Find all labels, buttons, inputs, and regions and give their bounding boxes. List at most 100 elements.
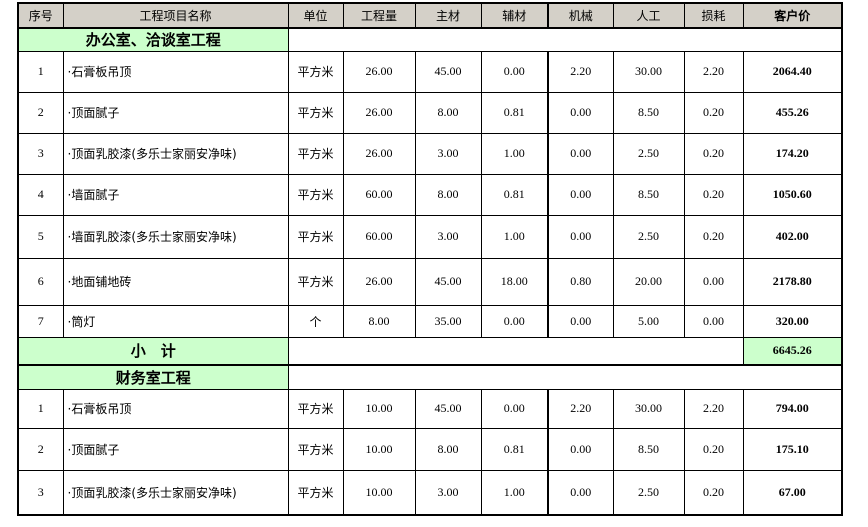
cell-main-material[interactable]: 45.00	[414, 388, 482, 429]
cell-main-material[interactable]: 3.00	[414, 132, 482, 175]
cell-item-name[interactable]: ·顶面腻子	[62, 91, 289, 134]
cell-main-material[interactable]: 3.00	[414, 469, 482, 516]
cell-unit[interactable]: 平方米	[287, 469, 344, 516]
cell-item-name[interactable]: ·墙面乳胶漆(多乐士家丽安净味)	[62, 214, 289, 259]
cell-price[interactable]: 402.00	[742, 214, 843, 259]
cell-seq[interactable]: 2	[17, 427, 64, 471]
cell-aux-material[interactable]: 18.00	[480, 257, 549, 306]
cell-loss[interactable]: 2.20	[683, 388, 744, 429]
cell-machinery[interactable]: 0.80	[547, 257, 614, 306]
cell-aux-material[interactable]: 1.00	[480, 214, 549, 259]
cell-labor[interactable]: 5.00	[612, 304, 685, 338]
cell-price[interactable]: 1050.60	[742, 173, 843, 216]
cell-labor[interactable]: 20.00	[612, 257, 685, 306]
cell-unit[interactable]: 平方米	[287, 427, 344, 471]
cell-aux-material[interactable]: 0.00	[480, 388, 549, 429]
header-machinery[interactable]: 机械	[547, 2, 614, 29]
section-title[interactable]: 财务室工程	[17, 364, 289, 390]
cell-loss[interactable]: 0.20	[683, 469, 744, 516]
header-quantity[interactable]: 工程量	[342, 2, 416, 29]
cell-price[interactable]: 2064.40	[742, 50, 843, 93]
cell-main-material[interactable]: 8.00	[414, 91, 482, 134]
cell-machinery[interactable]: 0.00	[547, 427, 614, 471]
cell-main-material[interactable]: 35.00	[414, 304, 482, 338]
cell-aux-material[interactable]: 0.00	[480, 304, 549, 338]
header-unit[interactable]: 单位	[287, 2, 344, 29]
cell-price[interactable]: 320.00	[742, 304, 843, 338]
cell-labor[interactable]: 30.00	[612, 50, 685, 93]
subtotal-value[interactable]: 6645.26	[742, 336, 843, 366]
cell-aux-material[interactable]: 0.81	[480, 427, 549, 471]
cell-labor[interactable]: 8.50	[612, 427, 685, 471]
header-loss[interactable]: 损耗	[683, 2, 744, 29]
cell-seq[interactable]: 1	[17, 388, 64, 429]
cell-unit[interactable]: 平方米	[287, 214, 344, 259]
cell-main-material[interactable]: 45.00	[414, 257, 482, 306]
cell-quantity[interactable]: 10.00	[342, 388, 416, 429]
cell-loss[interactable]: 0.20	[683, 91, 744, 134]
cell-item-name[interactable]: ·地面铺地砖	[62, 257, 289, 306]
cell-labor[interactable]: 2.50	[612, 132, 685, 175]
cell-seq[interactable]: 4	[17, 173, 64, 216]
cell-price[interactable]: 174.20	[742, 132, 843, 175]
cell-seq[interactable]: 1	[17, 50, 64, 93]
cell-quantity[interactable]: 10.00	[342, 427, 416, 471]
cell-unit[interactable]: 个	[287, 304, 344, 338]
cell-loss[interactable]: 0.00	[683, 257, 744, 306]
cell-machinery[interactable]: 0.00	[547, 173, 614, 216]
cell-unit[interactable]: 平方米	[287, 173, 344, 216]
cell-main-material[interactable]: 3.00	[414, 214, 482, 259]
cell-aux-material[interactable]: 1.00	[480, 469, 549, 516]
cell-unit[interactable]: 平方米	[287, 388, 344, 429]
cell-main-material[interactable]: 8.00	[414, 173, 482, 216]
cell-seq[interactable]: 6	[17, 257, 64, 306]
cell-unit[interactable]: 平方米	[287, 91, 344, 134]
cell-quantity[interactable]: 26.00	[342, 132, 416, 175]
cell-item-name[interactable]: ·顶面腻子	[62, 427, 289, 471]
cell-machinery[interactable]: 0.00	[547, 469, 614, 516]
subtotal-blank[interactable]	[287, 336, 744, 366]
cell-item-name[interactable]: ·顶面乳胶漆(多乐士家丽安净味)	[62, 132, 289, 175]
cell-loss[interactable]: 0.20	[683, 132, 744, 175]
cell-seq[interactable]: 7	[17, 304, 64, 338]
cell-main-material[interactable]: 8.00	[414, 427, 482, 471]
section-title-blank[interactable]	[287, 27, 843, 52]
cell-quantity[interactable]: 60.00	[342, 214, 416, 259]
cell-seq[interactable]: 3	[17, 469, 64, 516]
cell-seq[interactable]: 2	[17, 91, 64, 134]
header-seq[interactable]: 序号	[17, 2, 64, 29]
cell-loss[interactable]: 0.20	[683, 173, 744, 216]
cell-machinery[interactable]: 2.20	[547, 388, 614, 429]
cell-item-name[interactable]: ·石膏板吊顶	[62, 388, 289, 429]
cell-seq[interactable]: 5	[17, 214, 64, 259]
cell-machinery[interactable]: 0.00	[547, 91, 614, 134]
cell-item-name[interactable]: ·石膏板吊顶	[62, 50, 289, 93]
cell-machinery[interactable]: 0.00	[547, 304, 614, 338]
cell-item-name[interactable]: ·筒灯	[62, 304, 289, 338]
cell-unit[interactable]: 平方米	[287, 50, 344, 93]
cell-item-name[interactable]: ·顶面乳胶漆(多乐士家丽安净味)	[62, 469, 289, 516]
cell-loss[interactable]: 0.20	[683, 214, 744, 259]
cell-labor[interactable]: 8.50	[612, 91, 685, 134]
cell-machinery[interactable]: 0.00	[547, 132, 614, 175]
cell-unit[interactable]: 平方米	[287, 132, 344, 175]
cell-quantity[interactable]: 10.00	[342, 469, 416, 516]
cell-aux-material[interactable]: 0.81	[480, 91, 549, 134]
cell-machinery[interactable]: 2.20	[547, 50, 614, 93]
cell-price[interactable]: 2178.80	[742, 257, 843, 306]
cell-quantity[interactable]: 8.00	[342, 304, 416, 338]
cell-quantity[interactable]: 60.00	[342, 173, 416, 216]
cell-seq[interactable]: 3	[17, 132, 64, 175]
cell-main-material[interactable]: 45.00	[414, 50, 482, 93]
section-title-blank[interactable]	[287, 364, 843, 390]
cell-aux-material[interactable]: 1.00	[480, 132, 549, 175]
cell-aux-material[interactable]: 0.00	[480, 50, 549, 93]
header-labor[interactable]: 人工	[612, 2, 685, 29]
cell-price[interactable]: 175.10	[742, 427, 843, 471]
header-main-material[interactable]: 主材	[414, 2, 482, 29]
header-item-name[interactable]: 工程项目名称	[62, 2, 289, 29]
subtotal-label[interactable]: 小 计	[17, 336, 289, 366]
cell-aux-material[interactable]: 0.81	[480, 173, 549, 216]
header-aux-material[interactable]: 辅材	[480, 2, 549, 29]
cell-labor[interactable]: 2.50	[612, 214, 685, 259]
